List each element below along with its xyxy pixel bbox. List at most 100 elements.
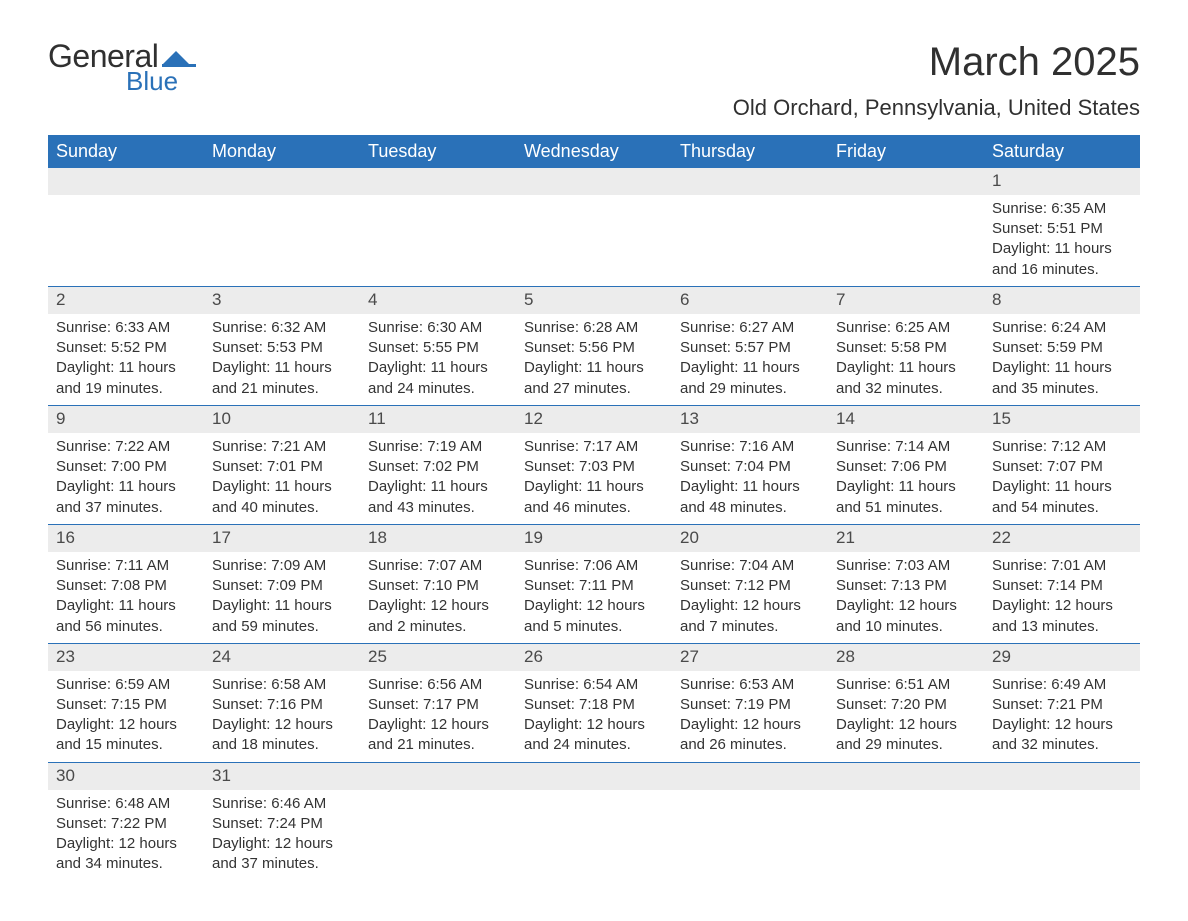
day-details (516, 790, 672, 881)
day-number (204, 168, 360, 195)
day-number: 16 (48, 524, 204, 551)
day-details: Sunrise: 6:53 AMSunset: 7:19 PMDaylight:… (672, 671, 828, 763)
day-number: 27 (672, 643, 828, 670)
day-details: Sunrise: 6:32 AMSunset: 5:53 PMDaylight:… (204, 314, 360, 406)
day-number: 13 (672, 405, 828, 432)
detail-row: Sunrise: 6:59 AMSunset: 7:15 PMDaylight:… (48, 671, 1140, 763)
day-details: Sunrise: 6:46 AMSunset: 7:24 PMDaylight:… (204, 790, 360, 881)
detail-row: Sunrise: 6:48 AMSunset: 7:22 PMDaylight:… (48, 790, 1140, 881)
detail-row: Sunrise: 7:22 AMSunset: 7:00 PMDaylight:… (48, 433, 1140, 525)
day-number: 17 (204, 524, 360, 551)
day-details: Sunrise: 7:19 AMSunset: 7:02 PMDaylight:… (360, 433, 516, 525)
day-header: Saturday (984, 135, 1140, 168)
day-details: Sunrise: 7:17 AMSunset: 7:03 PMDaylight:… (516, 433, 672, 525)
day-number: 30 (48, 762, 204, 789)
day-details: Sunrise: 6:30 AMSunset: 5:55 PMDaylight:… (360, 314, 516, 406)
day-details (672, 195, 828, 287)
day-details: Sunrise: 6:58 AMSunset: 7:16 PMDaylight:… (204, 671, 360, 763)
day-header: Thursday (672, 135, 828, 168)
day-details: Sunrise: 7:14 AMSunset: 7:06 PMDaylight:… (828, 433, 984, 525)
day-number (516, 762, 672, 789)
day-number: 20 (672, 524, 828, 551)
day-number: 31 (204, 762, 360, 789)
day-details: Sunrise: 7:09 AMSunset: 7:09 PMDaylight:… (204, 552, 360, 644)
day-details: Sunrise: 6:56 AMSunset: 7:17 PMDaylight:… (360, 671, 516, 763)
day-number: 12 (516, 405, 672, 432)
day-number: 24 (204, 643, 360, 670)
day-number: 19 (516, 524, 672, 551)
day-details: Sunrise: 7:21 AMSunset: 7:01 PMDaylight:… (204, 433, 360, 525)
day-details (48, 195, 204, 287)
day-details (360, 790, 516, 881)
day-number: 21 (828, 524, 984, 551)
day-number (672, 762, 828, 789)
day-number: 6 (672, 286, 828, 313)
day-header: Sunday (48, 135, 204, 168)
day-details (828, 790, 984, 881)
daynum-row: 16171819202122 (48, 524, 1140, 551)
day-number (828, 168, 984, 195)
day-number: 26 (516, 643, 672, 670)
day-details: Sunrise: 7:12 AMSunset: 7:07 PMDaylight:… (984, 433, 1140, 525)
logo-word-blue: Blue (126, 68, 196, 94)
day-details (516, 195, 672, 287)
day-header: Tuesday (360, 135, 516, 168)
day-number (360, 762, 516, 789)
day-header: Monday (204, 135, 360, 168)
day-number: 9 (48, 405, 204, 432)
day-number: 25 (360, 643, 516, 670)
location: Old Orchard, Pennsylvania, United States (733, 95, 1140, 121)
day-header-row: Sunday Monday Tuesday Wednesday Thursday… (48, 135, 1140, 168)
day-details: Sunrise: 6:24 AMSunset: 5:59 PMDaylight:… (984, 314, 1140, 406)
day-details (984, 790, 1140, 881)
title-block: March 2025 Old Orchard, Pennsylvania, Un… (733, 40, 1140, 121)
day-details: Sunrise: 6:54 AMSunset: 7:18 PMDaylight:… (516, 671, 672, 763)
day-details: Sunrise: 6:49 AMSunset: 7:21 PMDaylight:… (984, 671, 1140, 763)
calendar-table: Sunday Monday Tuesday Wednesday Thursday… (48, 135, 1140, 881)
day-number: 15 (984, 405, 1140, 432)
day-number (48, 168, 204, 195)
day-details: Sunrise: 6:25 AMSunset: 5:58 PMDaylight:… (828, 314, 984, 406)
month-title: March 2025 (733, 40, 1140, 85)
day-number: 8 (984, 286, 1140, 313)
day-details: Sunrise: 7:06 AMSunset: 7:11 PMDaylight:… (516, 552, 672, 644)
day-number (828, 762, 984, 789)
day-details: Sunrise: 7:07 AMSunset: 7:10 PMDaylight:… (360, 552, 516, 644)
day-details (204, 195, 360, 287)
day-details: Sunrise: 7:11 AMSunset: 7:08 PMDaylight:… (48, 552, 204, 644)
daynum-row: 1 (48, 168, 1140, 195)
detail-row: Sunrise: 6:33 AMSunset: 5:52 PMDaylight:… (48, 314, 1140, 406)
day-details: Sunrise: 6:59 AMSunset: 7:15 PMDaylight:… (48, 671, 204, 763)
day-details: Sunrise: 6:51 AMSunset: 7:20 PMDaylight:… (828, 671, 984, 763)
daynum-row: 9101112131415 (48, 405, 1140, 432)
daynum-row: 2345678 (48, 286, 1140, 313)
day-details: Sunrise: 7:16 AMSunset: 7:04 PMDaylight:… (672, 433, 828, 525)
day-header: Friday (828, 135, 984, 168)
day-number: 28 (828, 643, 984, 670)
day-number: 2 (48, 286, 204, 313)
day-number (672, 168, 828, 195)
day-number: 22 (984, 524, 1140, 551)
detail-row: Sunrise: 6:35 AMSunset: 5:51 PMDaylight:… (48, 195, 1140, 287)
day-number: 23 (48, 643, 204, 670)
day-number: 4 (360, 286, 516, 313)
detail-row: Sunrise: 7:11 AMSunset: 7:08 PMDaylight:… (48, 552, 1140, 644)
day-number: 5 (516, 286, 672, 313)
day-number (516, 168, 672, 195)
day-number: 14 (828, 405, 984, 432)
day-number: 7 (828, 286, 984, 313)
day-details: Sunrise: 6:48 AMSunset: 7:22 PMDaylight:… (48, 790, 204, 881)
day-number: 3 (204, 286, 360, 313)
day-details: Sunrise: 6:28 AMSunset: 5:56 PMDaylight:… (516, 314, 672, 406)
day-details: Sunrise: 7:04 AMSunset: 7:12 PMDaylight:… (672, 552, 828, 644)
day-details: Sunrise: 7:03 AMSunset: 7:13 PMDaylight:… (828, 552, 984, 644)
day-number: 11 (360, 405, 516, 432)
header: General Blue March 2025 Old Orchard, Pen… (48, 40, 1140, 121)
day-number: 29 (984, 643, 1140, 670)
daynum-row: 3031 (48, 762, 1140, 789)
day-number: 18 (360, 524, 516, 551)
day-details (828, 195, 984, 287)
day-number (984, 762, 1140, 789)
logo: General Blue (48, 40, 196, 94)
day-number (360, 168, 516, 195)
